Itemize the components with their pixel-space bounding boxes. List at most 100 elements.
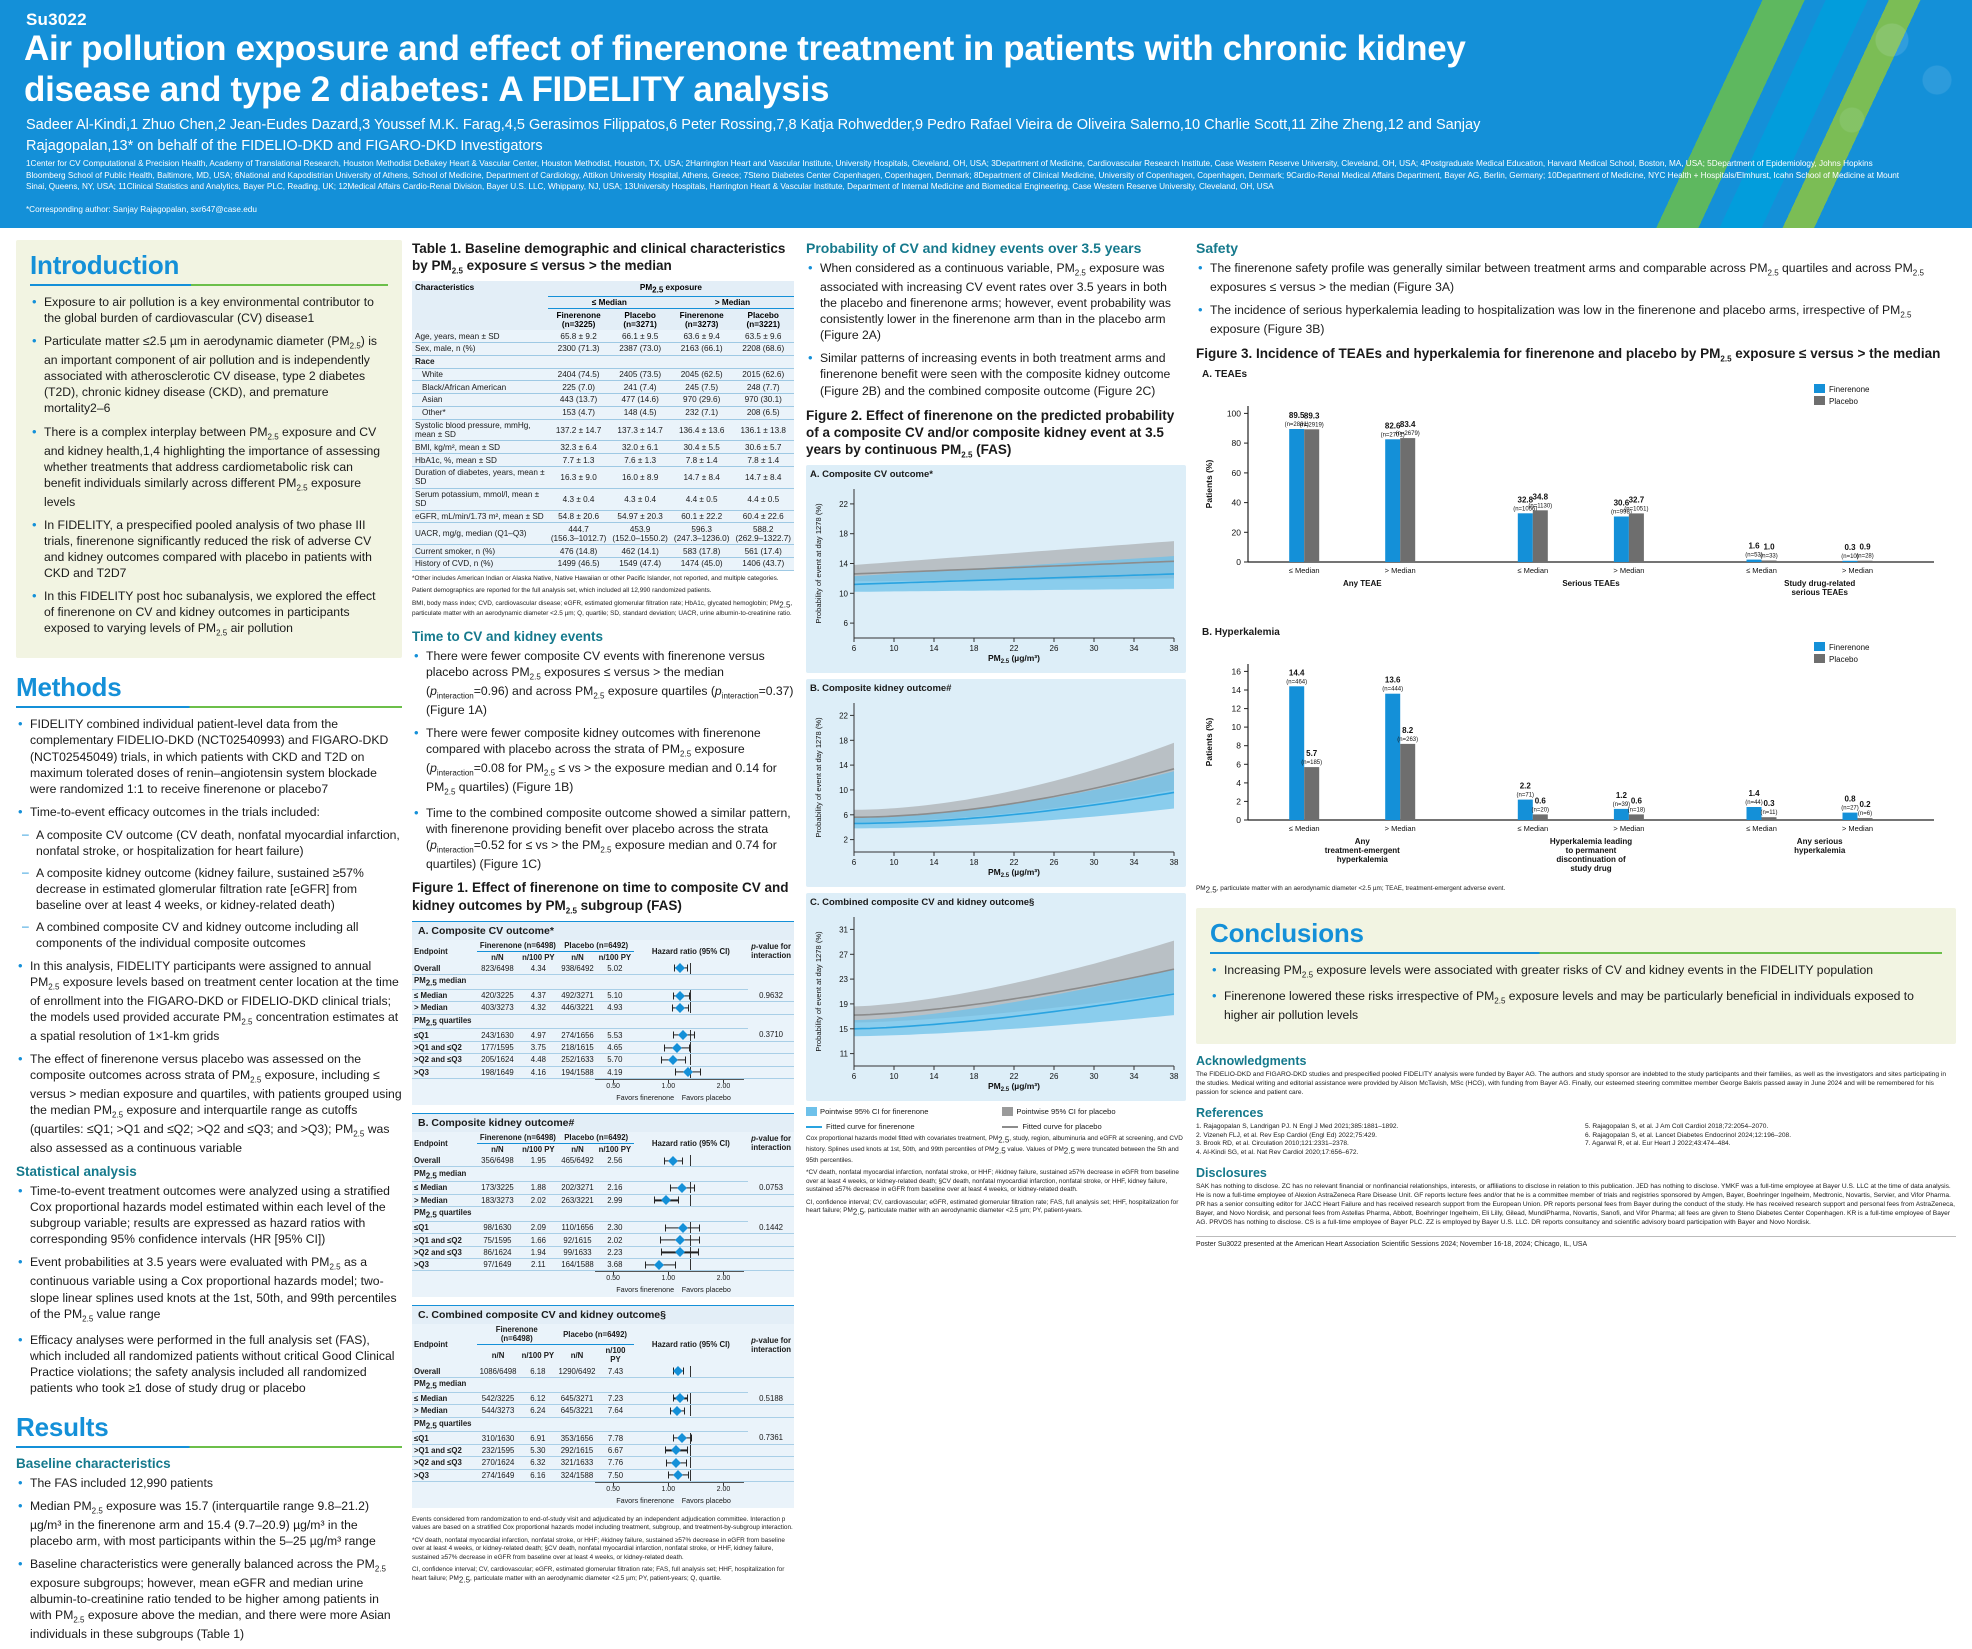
forest-group-row: PM2.5 quartiles [412, 1417, 794, 1433]
table-row: Serum potassium, mmol/l, mean ± SD 4.3 ± … [412, 488, 794, 511]
list-item: There were fewer composite CV events wit… [412, 647, 794, 718]
introduction-bullets: Exposure to air pollution is a key envir… [30, 293, 388, 639]
table-cell-value: 1474 (45.0) [670, 557, 733, 571]
forest-fin-nN: 356/6498 [476, 1154, 518, 1168]
table-cell-value: 66.1 ± 9.5 [609, 330, 671, 343]
forest-fin-nN: 544/3273 [476, 1404, 520, 1418]
forest-group-label: PM2.5 quartiles [412, 1014, 749, 1030]
methods-section: Methods FIDELITY combined individual pat… [16, 672, 402, 1396]
forest-panel-caption: B. Composite kidney outcome# [412, 1113, 794, 1132]
table1-footnote-0: *Other includes American Indian or Alask… [412, 574, 779, 582]
forest-header-row-2: n/N n/100 PY n/N n/100 PY [412, 1345, 794, 1366]
forest-row: > Median 544/3273 6.24 645/3221 7.64 [412, 1404, 794, 1418]
table-cell-value: 136.4 ± 13.6 [670, 419, 733, 442]
svg-text:89.5: 89.5 [1289, 411, 1305, 420]
reference-item: 1. Rajagopalan S, Landrigan PJ. N Engl J… [1196, 1122, 1399, 1130]
table-row: Sex, male, n (%) 2300 (71.3) 2387 (73.0) 21… [412, 342, 794, 356]
forest-row: > Median 183/3273 2.02 263/3221 2.99 [412, 1194, 794, 1208]
forest-row: ≤ Median 420/3225 4.37 492/3271 5.10 0.9632 [412, 989, 794, 1003]
col-rate: n/100 PY [522, 1144, 555, 1154]
forest-favors-left: Favors finerenone [616, 1495, 675, 1505]
svg-text:> Median: > Median [1613, 824, 1644, 833]
forest-fin-rate: 2.09 [517, 1221, 559, 1235]
svg-text:0: 0 [1236, 815, 1241, 825]
reference-item: 3. Brook RD, et al. Circulation 2010;121… [1196, 1140, 1349, 1148]
list-item: Similar patterns of increasing events in… [806, 349, 1186, 398]
forest-fin-rate: 6.32 [519, 1456, 557, 1470]
forest-row: >Q3 198/1649 4.16 194/1588 4.19 [412, 1066, 794, 1079]
svg-text:Any serious: Any serious [1797, 837, 1843, 846]
forest-fin-rate: 2.11 [517, 1258, 559, 1272]
svg-text:> Median: > Median [1385, 824, 1416, 833]
figure3-svg: 0 2 4 6 8 10 12 14 16 Patients (%) 14.4 (n=464) 5.7 (… [1196, 638, 1944, 875]
forest-axis-tick: 2.00 [716, 1082, 731, 1090]
forest-pint: 0.1442 [748, 1221, 794, 1235]
svg-text:6: 6 [852, 858, 857, 867]
svg-text:Finerenone: Finerenone [1829, 643, 1870, 652]
forest-plot-cell [633, 1444, 749, 1458]
forest-plot-panels: A. Composite CV outcome* Endpoint Finereno… [412, 920, 794, 1508]
forest-pbo-nN: 99/1633 [558, 1246, 597, 1260]
forest-favors-right: Favors placebo [681, 1092, 731, 1102]
forest-pint [748, 1258, 794, 1272]
figure1-footnote-1: *CV death, nonfatal myocardial infarctio… [412, 1536, 785, 1561]
time-to-event-bullets: There were fewer composite CV events wit… [412, 647, 794, 872]
forest-plot-cell [633, 1469, 749, 1482]
svg-text:15: 15 [839, 1025, 848, 1034]
svg-text:Serious TEAEs: Serious TEAEs [1562, 579, 1620, 588]
col-rate: n/100 PY [522, 952, 555, 962]
figure2-legend-item: Fitted curve for placebo [1002, 1122, 1184, 1131]
forest-axis: 0.50 1.00 2.00 Favors finerenone Favors plac… [412, 1271, 794, 1297]
svg-text:26: 26 [1050, 858, 1059, 867]
forest-pbo-nN: 218/1615 [558, 1041, 597, 1055]
col-hazard-ratio: Hazard ratio (95% CI) [651, 1340, 730, 1350]
forest-pint [748, 1456, 794, 1470]
svg-text:(n=33): (n=33) [1760, 554, 1778, 560]
table-cell-label: Systolic blood pressure, mmHg, mean ± SD [412, 419, 548, 442]
figure2-panel-caption: B. Composite kidney outcome# [810, 683, 952, 695]
forest-fin-rate: 6.16 [519, 1469, 557, 1482]
forest-pbo-rate: 2.23 [596, 1246, 634, 1260]
svg-text:treatment-emergent: treatment-emergent [1325, 846, 1400, 855]
svg-text:≤ Median: ≤ Median [1517, 824, 1548, 833]
table-cell-value: 63.5 ± 9.6 [732, 330, 794, 343]
methods-bullets: FIDELITY combined individual patient-lev… [16, 715, 402, 820]
forest-pbo-nN: 645/3271 [556, 1392, 598, 1406]
forest-pbo-rate: 7.43 [597, 1365, 634, 1378]
forest-endpoint-label: Overall [412, 962, 477, 975]
table-row: Asian 443 (13.7) 477 (14.6) 970 (29.6) 970 (… [412, 393, 794, 407]
forest-fin-nN: 403/3273 [476, 1001, 518, 1015]
svg-text:18: 18 [970, 644, 979, 653]
forest-axis-tick: 1.00 [661, 1275, 676, 1283]
list-item: Particulate matter ≤2.5 µm in aerodynami… [30, 332, 388, 416]
svg-text:13.6: 13.6 [1385, 676, 1401, 685]
svg-text:discontinuation of: discontinuation of [1556, 855, 1626, 864]
list-item: Median PM2.5 exposure was 15.7 (interqua… [16, 1497, 402, 1549]
table-cell-value: 4.4 ± 0.5 [670, 488, 733, 511]
forest-fin-rate: 4.97 [517, 1028, 559, 1042]
divider [1210, 951, 1942, 954]
forest-endpoint-label: > Median [412, 1001, 477, 1015]
forest-pbo-nN: 263/3221 [558, 1194, 597, 1208]
table-cell-label: Current smoker, n (%) [412, 544, 548, 558]
forest-pbo-rate: 7.50 [597, 1469, 634, 1482]
svg-text:1.2: 1.2 [1616, 791, 1628, 800]
figure3-panel-caption: B. Hyperkalemia [1202, 627, 1280, 639]
legend-label: Fitted curve for finerenone [826, 1122, 915, 1132]
col-nN: n/N [491, 1144, 504, 1154]
forest-plot-cell [633, 1365, 749, 1378]
forest-row: ≤Q1 310/1630 6.91 353/1656 7.78 0.7361 [412, 1431, 794, 1445]
table-cell-value: 16.3 ± 9.0 [547, 466, 610, 489]
table-cell-value: 32.3 ± 6.4 [547, 440, 610, 455]
forest-pbo-rate: 2.30 [596, 1221, 634, 1235]
svg-text:0.8: 0.8 [1844, 795, 1856, 804]
svg-text:Probability of event at day 12: Probability of event at day 1278 (%) [814, 503, 823, 624]
svg-text:14: 14 [839, 560, 848, 569]
list-item: Event probabilities at 3.5 years were ev… [16, 1253, 402, 1324]
probability-bullets: When considered as a continuous variable… [806, 259, 1186, 399]
table1-block: Table 1. Baseline demographic and clinic… [412, 240, 794, 619]
methods-heading: Methods [16, 672, 122, 703]
forest-pbo-nN: 465/6492 [558, 1154, 597, 1168]
svg-text:(n=39): (n=39) [1613, 802, 1631, 808]
legend-swatch-icon [806, 1107, 817, 1117]
